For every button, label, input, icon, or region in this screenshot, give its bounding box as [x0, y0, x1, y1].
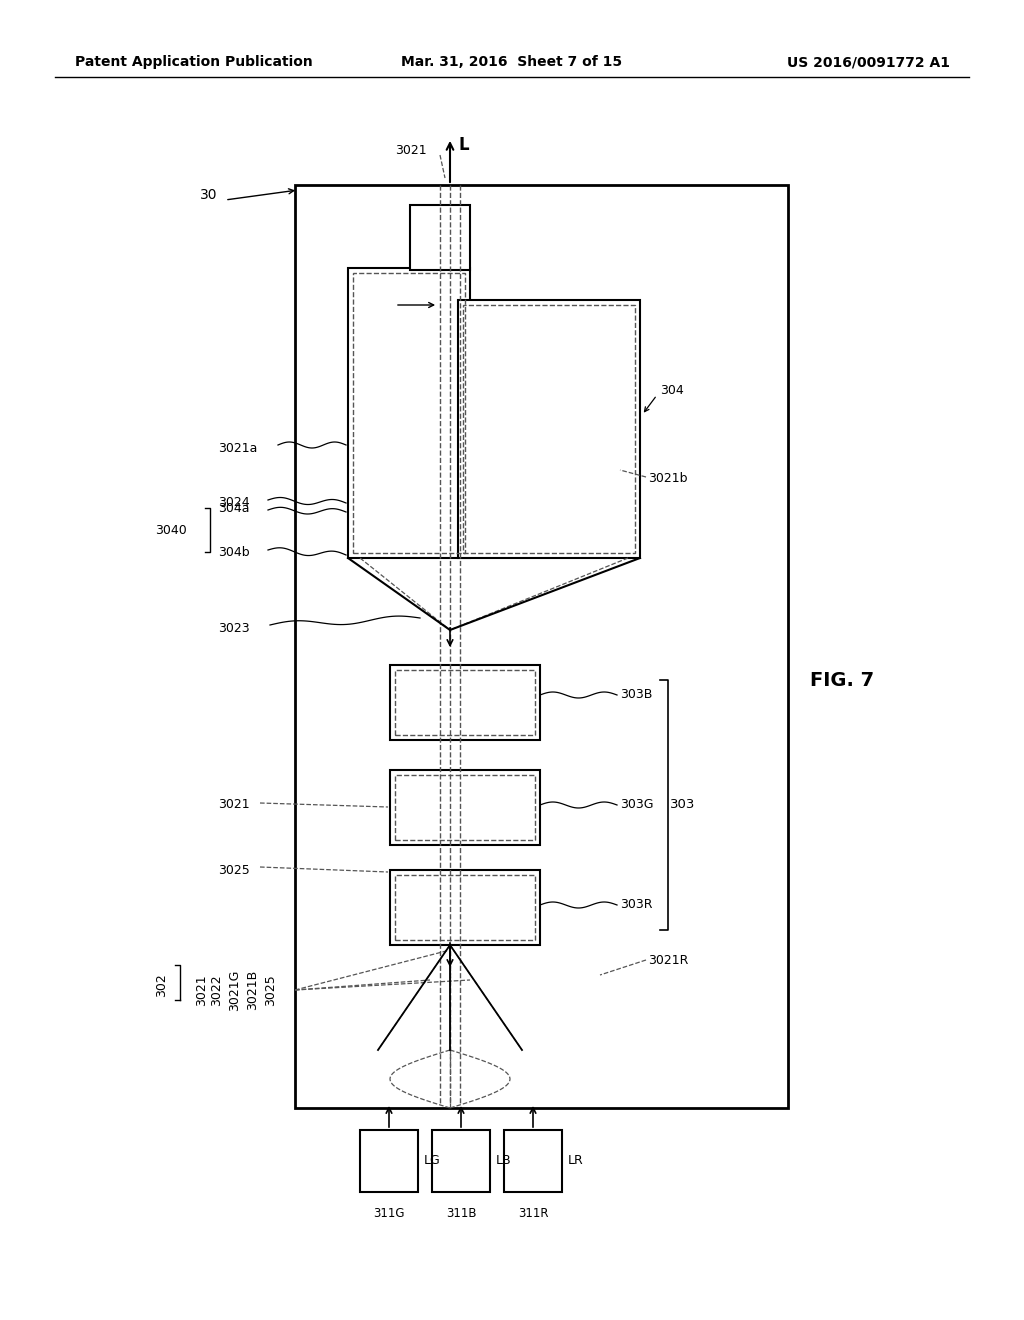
Bar — [390, 770, 540, 845]
Text: 3023: 3023 — [218, 622, 250, 635]
Bar — [360, 1130, 418, 1192]
Text: 3021G: 3021G — [228, 969, 241, 1011]
Text: 304: 304 — [660, 384, 684, 396]
Text: 311R: 311R — [518, 1206, 548, 1220]
Text: 3022: 3022 — [210, 974, 223, 1006]
Text: 3021: 3021 — [218, 799, 250, 812]
Text: 303B: 303B — [620, 689, 652, 701]
Text: 3021a: 3021a — [218, 441, 257, 454]
Text: 3025: 3025 — [218, 863, 250, 876]
Text: 30: 30 — [200, 187, 217, 202]
Text: LG: LG — [424, 1155, 440, 1167]
Bar — [395, 875, 535, 940]
Text: 3040: 3040 — [155, 524, 186, 536]
Bar — [390, 665, 540, 741]
Text: 3021: 3021 — [395, 144, 427, 157]
Bar — [432, 1130, 490, 1192]
Bar — [353, 273, 465, 553]
Text: 304a: 304a — [218, 502, 250, 515]
Bar — [504, 1130, 562, 1192]
Text: 302: 302 — [155, 973, 168, 997]
Text: 3021: 3021 — [195, 974, 208, 1006]
Text: 303G: 303G — [620, 799, 653, 812]
Bar — [463, 305, 635, 553]
Bar — [395, 775, 535, 840]
Bar — [458, 300, 640, 558]
Text: LB: LB — [496, 1155, 512, 1167]
Bar — [295, 185, 788, 1107]
Text: L: L — [458, 136, 469, 154]
Text: LR: LR — [568, 1155, 584, 1167]
Text: Patent Application Publication: Patent Application Publication — [75, 55, 312, 69]
Text: 303: 303 — [670, 799, 695, 812]
Text: 311B: 311B — [445, 1206, 476, 1220]
Text: FIG. 7: FIG. 7 — [810, 671, 874, 689]
Text: 303R: 303R — [620, 899, 652, 912]
Bar — [395, 671, 535, 735]
Text: 3024: 3024 — [218, 495, 250, 508]
Text: Mar. 31, 2016  Sheet 7 of 15: Mar. 31, 2016 Sheet 7 of 15 — [401, 55, 623, 69]
Text: 311G: 311G — [374, 1206, 404, 1220]
Text: 3025: 3025 — [264, 974, 278, 1006]
Bar — [390, 870, 540, 945]
Text: 304b: 304b — [218, 545, 250, 558]
Bar — [348, 268, 470, 558]
Text: US 2016/0091772 A1: US 2016/0091772 A1 — [787, 55, 950, 69]
Text: 3021R: 3021R — [648, 953, 688, 966]
Text: 3021B: 3021B — [246, 970, 259, 1010]
Bar — [410, 205, 470, 271]
Text: 3021b: 3021b — [648, 471, 687, 484]
